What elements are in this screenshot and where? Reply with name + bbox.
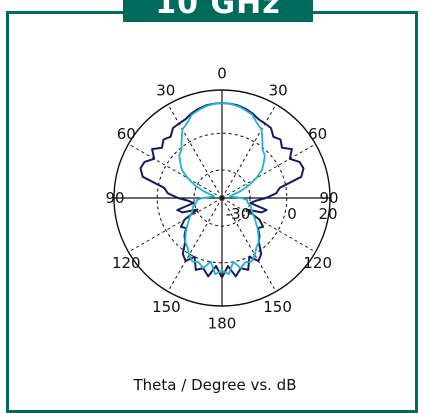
- grid-spoke-210: [167, 197, 223, 292]
- series-line-0: [139, 102, 305, 279]
- header-tab: 10 GHz: [123, 0, 313, 22]
- angle-tick-label: 30: [269, 81, 288, 99]
- grid-spoke-300: [128, 143, 223, 199]
- grid-spoke-150: [221, 197, 277, 292]
- chart-frame: [6, 11, 418, 413]
- radial-tick-label: -30: [226, 205, 251, 223]
- angle-tick-label: 0: [217, 65, 227, 83]
- grid-spoke-60: [221, 143, 316, 199]
- angle-tick-label: 120: [112, 254, 141, 272]
- chart-title: 10 GHz: [155, 0, 281, 21]
- angle-tick-label: 60: [117, 125, 136, 143]
- grid-spoke-120: [221, 197, 316, 253]
- angle-tick-label: 150: [152, 298, 181, 316]
- angle-tick-label: 150: [263, 298, 292, 316]
- angle-tick-label: 120: [303, 254, 332, 272]
- radial-tick-label: 20: [318, 205, 337, 223]
- series-line-1: [178, 102, 266, 276]
- outer-ring: [113, 89, 331, 307]
- grid-spoke-30: [221, 104, 277, 199]
- angle-tick-label: 90: [105, 189, 124, 207]
- axis-caption: Theta / Degree vs. dB: [133, 376, 297, 394]
- angle-tick-label: 30: [156, 81, 175, 99]
- angle-tick-label: 180: [208, 315, 237, 333]
- angle-tick-label: 60: [308, 125, 327, 143]
- grid-spoke-240: [128, 197, 223, 253]
- grid-spoke-330: [167, 104, 223, 199]
- radial-tick-label: 0: [287, 205, 297, 223]
- angle-tick-label: 90: [319, 189, 338, 207]
